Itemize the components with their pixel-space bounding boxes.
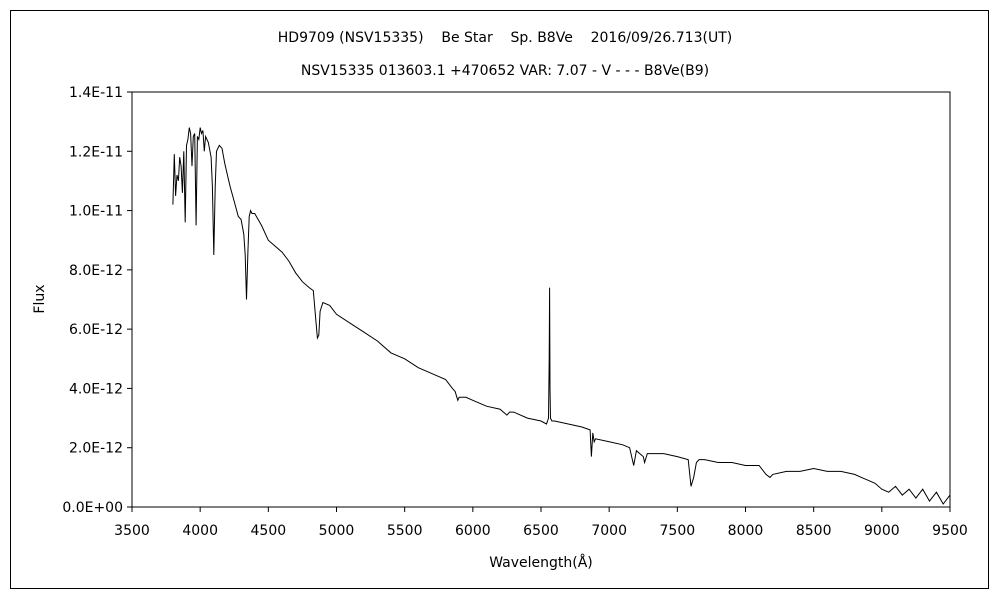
- y-tick-label: 1.4E-11: [69, 85, 123, 101]
- x-tick-label: 5500: [387, 523, 423, 539]
- x-tick-label: 6500: [523, 523, 559, 539]
- x-tick-label: 9000: [864, 523, 900, 539]
- x-tick-label: 7500: [660, 523, 696, 539]
- chart-title: HD9709 (NSV15335) Be Star Sp. B8Ve 2016/…: [278, 30, 732, 46]
- y-tick-label: 8.0E-12: [69, 263, 123, 279]
- chart-frame: [10, 10, 989, 589]
- x-tick-label: 5000: [319, 523, 355, 539]
- x-tick-label: 8500: [796, 523, 832, 539]
- x-tick-label: 9500: [932, 523, 968, 539]
- x-tick-label: 3500: [114, 523, 150, 539]
- y-tick-label: 2.0E-12: [69, 441, 123, 457]
- x-tick-label: 7000: [591, 523, 627, 539]
- x-tick-label: 8000: [728, 523, 764, 539]
- y-tick-label: 1.0E-11: [69, 204, 123, 220]
- y-tick-label: 6.0E-12: [69, 322, 123, 338]
- x-axis-label: Wavelength(Å): [489, 554, 593, 571]
- y-tick-label: 4.0E-12: [69, 381, 123, 397]
- plot-area: [131, 91, 951, 508]
- y-axis-label: Flux: [32, 284, 48, 313]
- x-axis: 3500 4000 4500 5000 5500 6000 6500 7000 7500 8000…: [114, 507, 968, 539]
- spectrum-line: [172, 127, 951, 505]
- x-tick-label: 4500: [251, 523, 287, 539]
- y-axis: 0.0E+00 2.0E-12 4.0E-12 6.0E-12 8.0E-12 1.0E-…: [62, 85, 132, 516]
- y-tick-label: 1.2E-11: [69, 144, 123, 160]
- chart-subtitle: NSV15335 013603.1 +470652 VAR: 7.07 - V …: [301, 63, 709, 79]
- x-tick-label: 6000: [455, 523, 491, 539]
- x-tick-label: 4000: [182, 523, 218, 539]
- y-tick-label: 0.0E+00: [62, 500, 123, 516]
